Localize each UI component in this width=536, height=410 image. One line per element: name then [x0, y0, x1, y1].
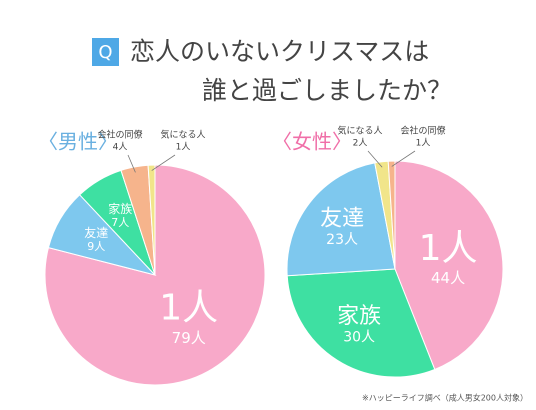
slice-label: 会社の同僚 [97, 129, 142, 141]
slice-label: 気になる人 [337, 125, 382, 137]
slice-value: 7人 [111, 216, 129, 229]
slice-value: 79人 [172, 329, 206, 347]
q-badge: Q [98, 42, 112, 63]
slice-label: 家族 [337, 304, 381, 329]
slice-value: 1人 [176, 142, 191, 153]
pie-title: 〈女性〉 [272, 130, 352, 154]
slice-value: 9人 [87, 240, 105, 253]
q-badge-bg [92, 38, 119, 66]
slice-label: 家族 [108, 201, 132, 216]
slice-value: 30人 [343, 330, 375, 346]
title-line: 恋人のいないクリスマスは [130, 37, 429, 66]
slice-label: 1人 [159, 287, 218, 328]
slice-value: 2人 [353, 138, 368, 149]
leader-line [391, 150, 416, 167]
leader-line [151, 154, 176, 171]
slice-value: 1人 [416, 138, 431, 149]
slice-label: 1人 [419, 228, 478, 269]
pie-title: 〈男性〉 [38, 130, 118, 154]
leader-line [367, 150, 383, 168]
slice-value: 4人 [113, 142, 128, 153]
slice-label: 友達 [320, 207, 364, 232]
pie-slice [394, 160, 504, 371]
slice-label: 友達 [84, 226, 108, 240]
slice-value: 44人 [431, 269, 465, 287]
pie-slice [286, 162, 396, 277]
footnote: ※ハッピーライフ調べ（成人男女200人対象） [362, 393, 528, 403]
pie-slice [147, 164, 156, 276]
leader-line [127, 154, 136, 173]
pie-slice [387, 160, 396, 270]
pie-slice [286, 268, 436, 378]
slice-label: 会社の同僚 [400, 125, 445, 137]
slice-label: 気になる人 [160, 129, 205, 141]
slice-value: 23人 [326, 232, 358, 248]
title-line: 誰と過ごしましたか？ [202, 76, 452, 105]
